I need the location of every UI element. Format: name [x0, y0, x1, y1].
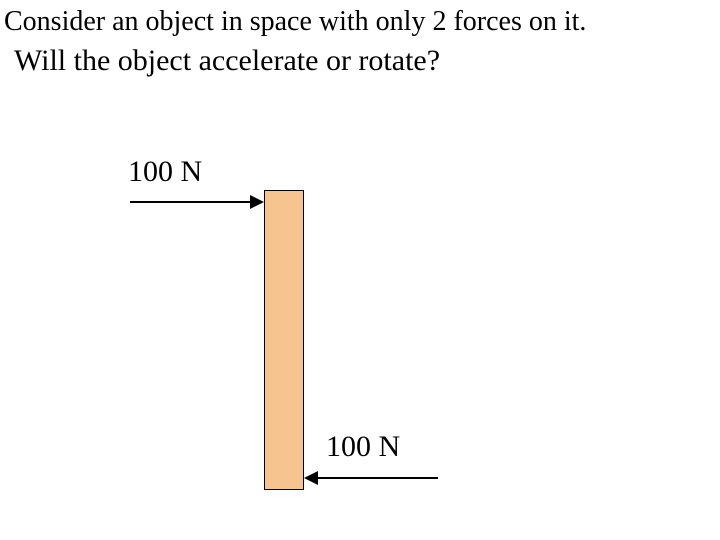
- bottom-force-label: 100 N: [326, 430, 400, 464]
- prompt-line-1: Consider an object in space with only 2 …: [4, 6, 586, 38]
- arrow-head-icon: [250, 195, 264, 209]
- top-force-label: 100 N: [128, 155, 202, 189]
- object-rod: [264, 190, 304, 490]
- arrow-head-icon: [304, 471, 318, 485]
- prompt-line-2: Will the object accelerate or rotate?: [14, 44, 440, 78]
- diagram-canvas: { "text": { "line1": "Consider an object…: [0, 0, 720, 540]
